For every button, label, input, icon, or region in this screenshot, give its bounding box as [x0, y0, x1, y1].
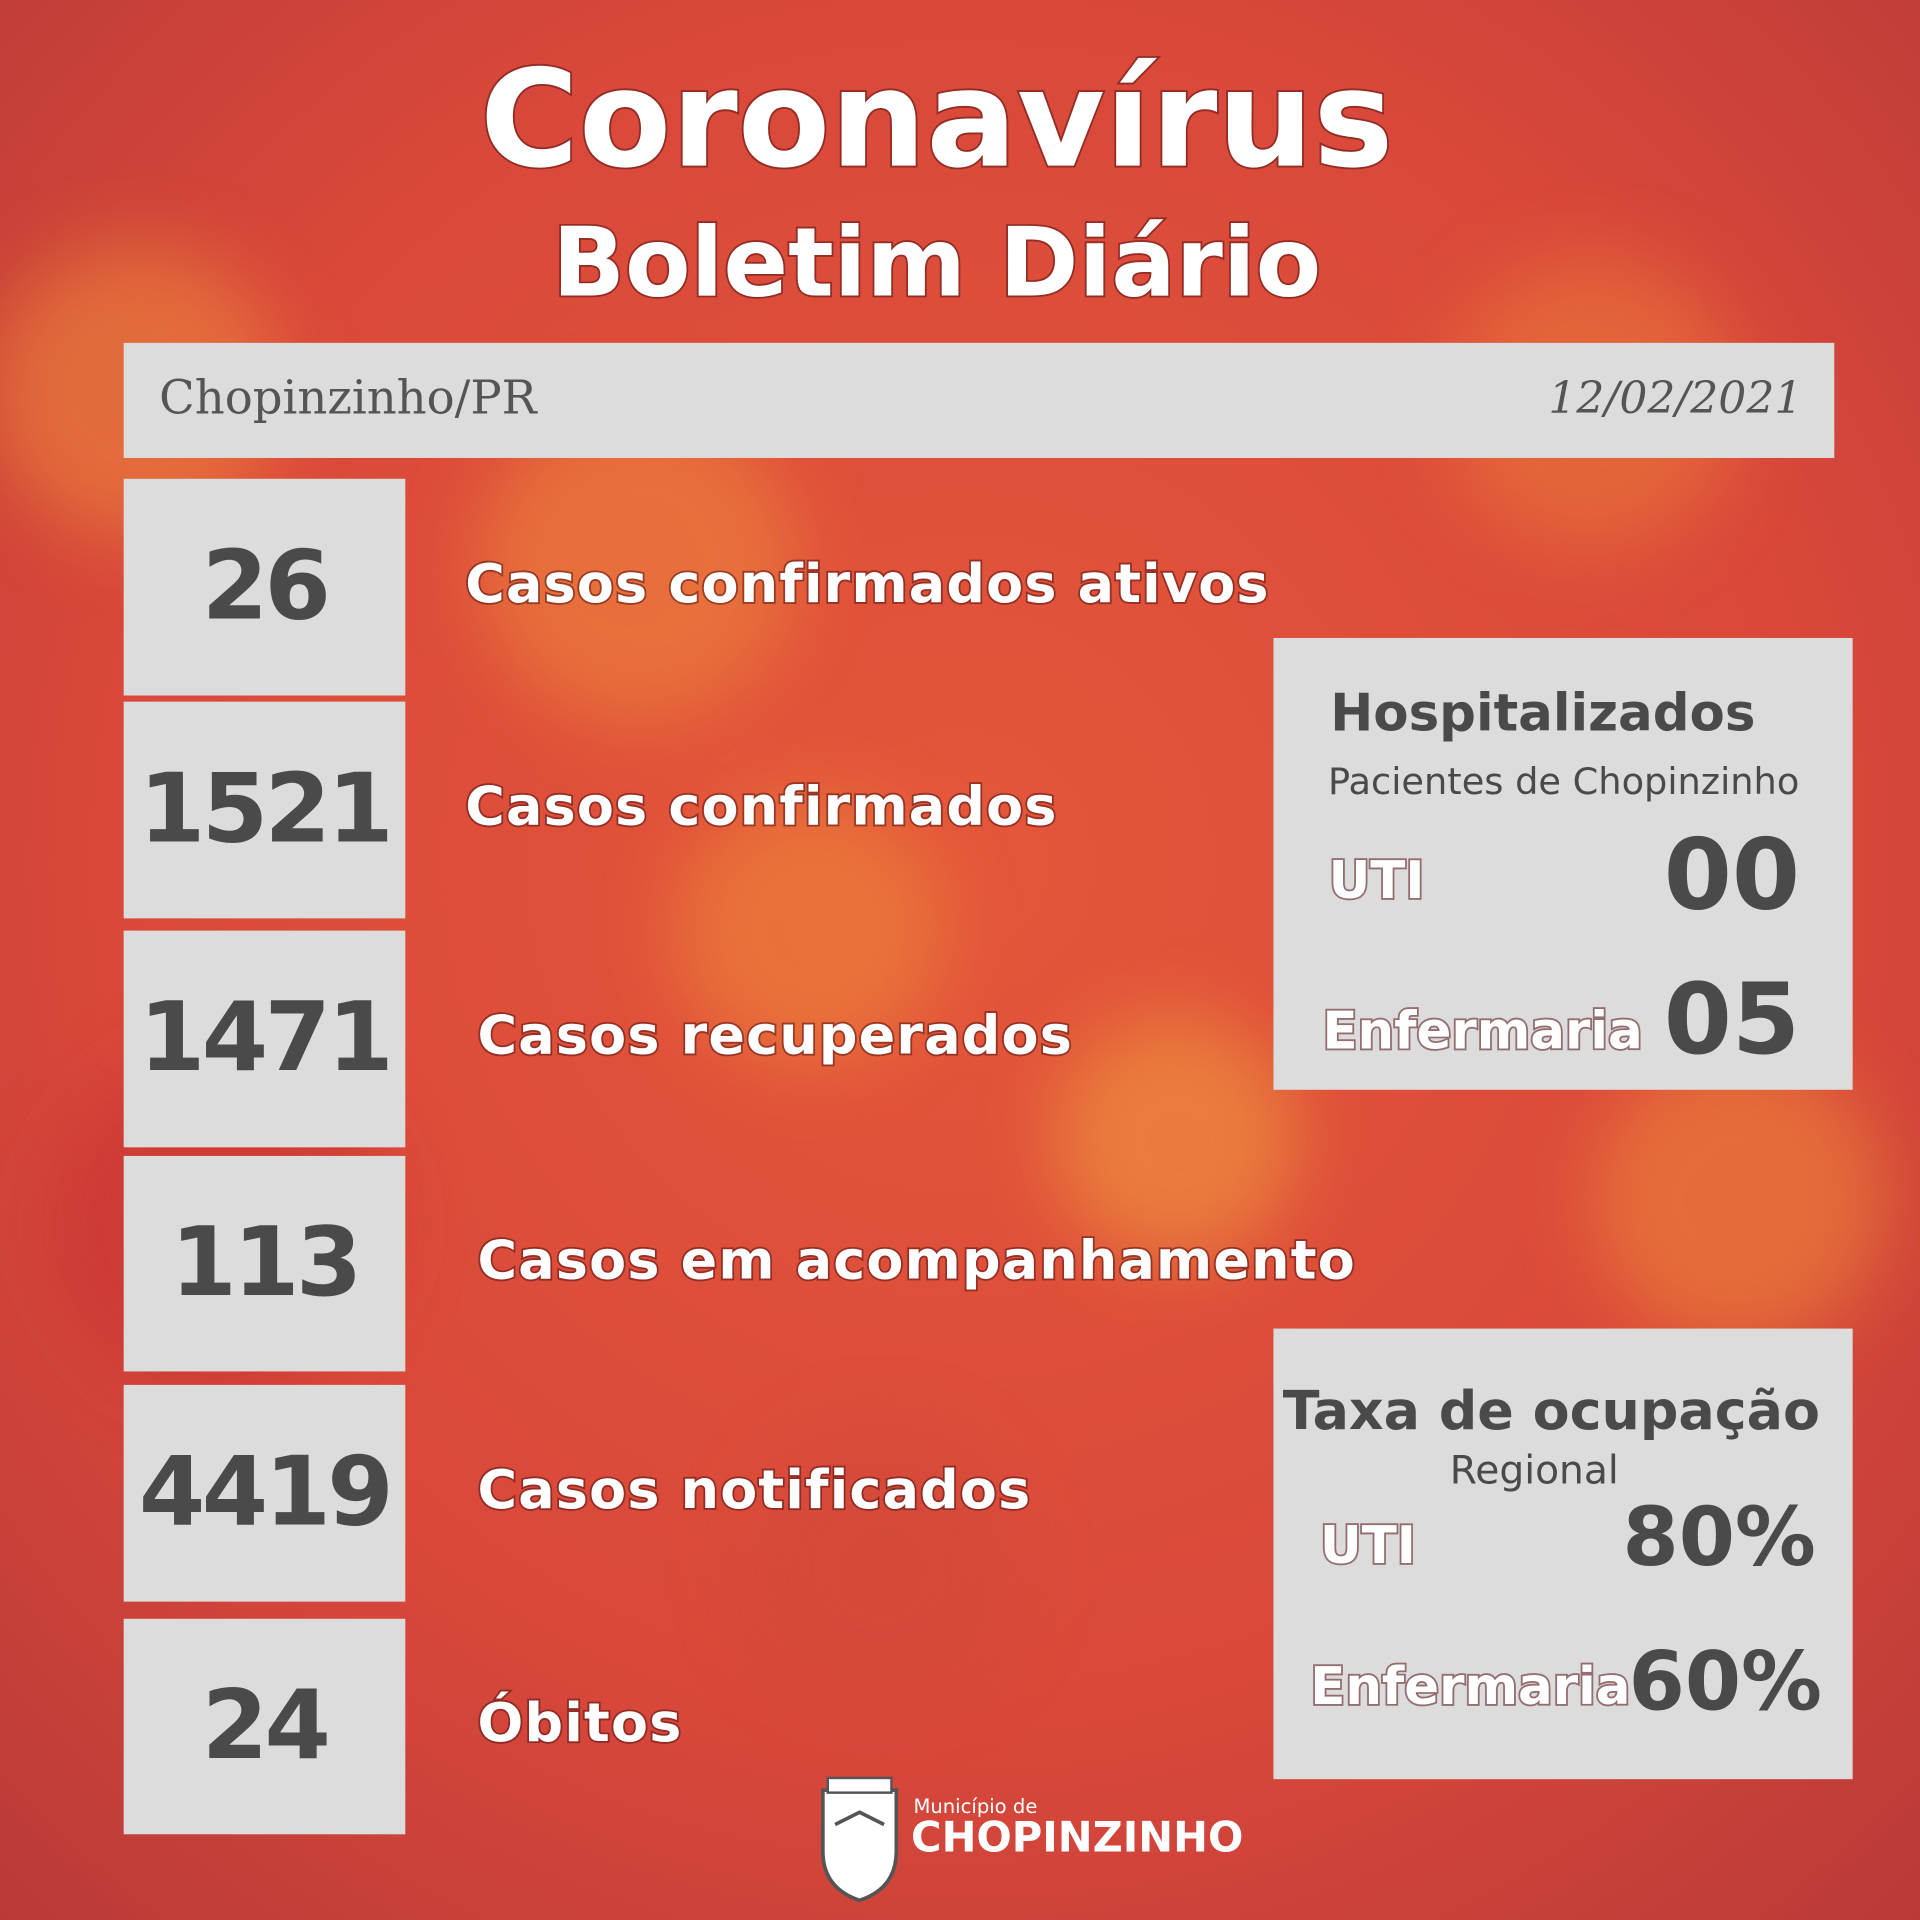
stat-label: Casos recuperados — [478, 1004, 1074, 1067]
stat-value: 113 — [170, 1206, 358, 1318]
row-value: 80% — [1623, 1491, 1816, 1585]
stat-label: Casos confirmados ativos — [465, 552, 1269, 615]
title: Coronavírus — [480, 41, 1394, 198]
row-value: 60% — [1629, 1635, 1822, 1729]
hospitalized-title: Hospitalizados — [1330, 683, 1755, 743]
stat-box — [123, 1155, 406, 1372]
row-label: UTI — [1329, 851, 1425, 911]
occupancy-title: Taxa de ocupação — [1283, 1379, 1820, 1442]
info-bar — [123, 342, 1835, 458]
footer-prefix: Município de — [913, 1795, 1037, 1818]
row-label: Enfermaria — [1322, 1002, 1642, 1062]
row-value: 00 — [1664, 818, 1800, 932]
stat-label: Casos notificados — [478, 1458, 1032, 1521]
stat-box — [123, 701, 406, 919]
stat-value: 26 — [202, 529, 328, 641]
row-label: UTI — [1320, 1516, 1416, 1576]
stat-label: Casos confirmados — [465, 775, 1057, 838]
hospitalized-subtitle: Pacientes de Chopinzinho — [1328, 760, 1799, 803]
date: 12/02/2021 — [1548, 373, 1802, 424]
occupancy-subtitle: Regional — [1450, 1449, 1619, 1494]
stat-box — [123, 1618, 406, 1835]
stat-box — [123, 1384, 406, 1602]
hospitalized-box — [1273, 637, 1853, 1090]
stat-label: Casos em acompanhamento — [478, 1228, 1356, 1291]
stat-value: 24 — [202, 1669, 328, 1781]
municipal-crest — [821, 1776, 899, 1903]
occupancy-box — [1273, 1328, 1853, 1780]
footer-name: CHOPINZINHO — [911, 1812, 1243, 1861]
subtitle: Boletim Diário — [552, 207, 1321, 319]
stat-value: 1471 — [139, 981, 390, 1093]
row-label: Enfermaria — [1310, 1657, 1630, 1717]
stat-label: Óbitos — [478, 1691, 683, 1754]
stat-value: 4419 — [139, 1436, 390, 1548]
row-value: 05 — [1664, 963, 1800, 1077]
stat-box — [123, 478, 406, 696]
stat-value: 1521 — [139, 752, 390, 864]
location: Chopinzinho/PR — [159, 371, 538, 425]
stat-box — [123, 930, 406, 1148]
